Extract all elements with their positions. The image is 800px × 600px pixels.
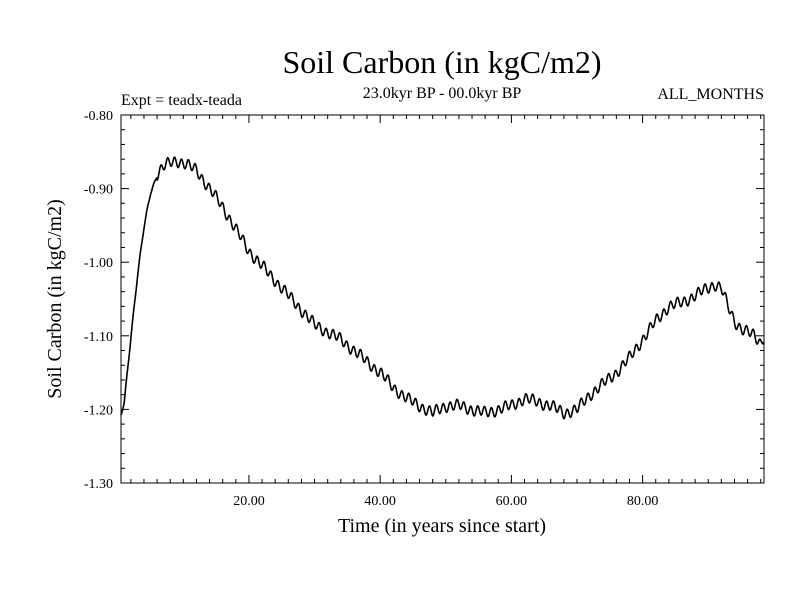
y-tick-label: -0.80 bbox=[84, 109, 113, 124]
x-tick-label: 60.00 bbox=[496, 494, 528, 509]
y-axis-label: Soil Carbon (in kgC/m2) bbox=[44, 199, 66, 398]
period-label: ALL_MONTHS bbox=[657, 86, 764, 103]
x-axis-label: Time (in years since start) bbox=[338, 515, 546, 537]
chart-subtitle: 23.0kyr BP - 00.0kyr BP bbox=[363, 85, 522, 102]
x-tick-label: 80.00 bbox=[627, 494, 659, 509]
x-tick-label: 20.00 bbox=[233, 494, 265, 509]
x-tick-label: 40.00 bbox=[364, 494, 396, 509]
y-axis: -0.80 -0.90 -1.00 -1.10 -1.20 -1.30 bbox=[84, 109, 764, 492]
y-tick-label: -1.00 bbox=[84, 256, 113, 271]
minor-ticks bbox=[121, 115, 764, 483]
plot-frame bbox=[120, 114, 765, 484]
y-tick-label: -0.90 bbox=[84, 183, 113, 198]
x-axis: 20.00 40.00 60.00 80.00 bbox=[233, 115, 658, 509]
experiment-label: Expt = teadx-teada bbox=[121, 92, 242, 109]
series-line-soil-carbon bbox=[120, 156, 765, 420]
chart-title: Soil Carbon (in kgC/m2) bbox=[282, 44, 601, 80]
y-tick-label: -1.10 bbox=[84, 330, 113, 345]
y-tick-label: -1.20 bbox=[84, 403, 113, 418]
y-tick-label: -1.30 bbox=[84, 477, 113, 492]
